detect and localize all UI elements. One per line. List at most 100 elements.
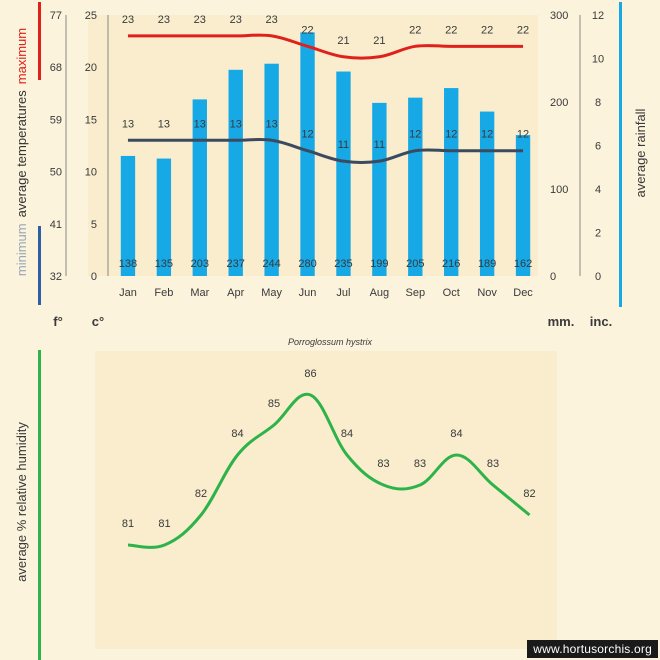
watermark: www.hortusorchis.org (527, 640, 658, 658)
humidity-value-label: 82 (523, 488, 535, 500)
month-label: Aug (370, 287, 390, 299)
humidity-color-bar (38, 350, 41, 660)
minimum-value-label: 12 (409, 129, 421, 141)
rainfall-inch-tick-label: 12 (592, 10, 604, 22)
minimum-value-label: 13 (122, 118, 134, 130)
month-label: Apr (227, 287, 244, 299)
left-axis-lines (65, 15, 581, 276)
maximum-value-label: 22 (517, 24, 529, 36)
minimum-color-bar (38, 226, 41, 305)
rainfall-bar (479, 111, 495, 276)
temperature-rainfall-chart: 138 135 203 237 244 280 235 199 205 216 189 162 23 2… (14, 2, 648, 347)
maximum-value-label: 22 (301, 24, 313, 36)
humidity-value-label: 81 (122, 518, 134, 530)
humidity-value-label: 82 (195, 488, 207, 500)
celsius-ticks: 0 5 10 15 20 25 (85, 10, 97, 283)
rainfall-value-label: 203 (191, 258, 209, 270)
rainfall-bars (120, 32, 531, 277)
rainfall-inch-ticks: 0 2 4 6 8 10 12 (592, 10, 604, 283)
maximum-color-bar (38, 2, 41, 80)
right-axis-label: average rainfall (633, 108, 648, 197)
maximum-value-label: 22 (481, 24, 493, 36)
inch-unit-label: inc. (590, 314, 612, 329)
rainfall-value-label: 138 (119, 258, 137, 270)
humidity-axis-label: average % relative humidity (14, 422, 29, 582)
left-axis-label: minimum average temperatures maximum (14, 28, 29, 276)
rainfall-bar (515, 135, 531, 276)
rainfall-inch-tick-label: 4 (595, 184, 601, 196)
rainfall-inch-tick-label: 8 (595, 97, 601, 109)
celsius-tick-label: 20 (85, 62, 97, 74)
rainfall-value-label: 199 (370, 258, 388, 270)
minimum-value-label: 13 (158, 118, 170, 130)
rainfall-bar (264, 63, 279, 276)
humidity-chart: average % relative humidity 81 81 82 84 85 86… (14, 350, 557, 660)
month-label: Jul (336, 287, 350, 299)
rainfall-mm-tick-label: 300 (550, 10, 568, 22)
rainfall-bar (372, 102, 387, 277)
temperature-value-labels: 23 23 23 23 23 22 21 21 22 22 22 22 13 13 13 13 13 12 11 11… (122, 14, 529, 151)
maximum-value-label: 23 (122, 14, 134, 26)
rainfall-value-label: 216 (442, 258, 460, 270)
rainfall-value-label: 135 (155, 258, 173, 270)
species-subtitle: Porroglossum hystrix (288, 337, 373, 347)
left-axis-label-minimum: minimum (14, 223, 29, 276)
mm-unit-label: mm. (548, 314, 575, 329)
temperature-lines (127, 33, 524, 165)
rainfall-value-labels: 138 135 203 237 244 280 235 199 205 216 189 162 (119, 258, 532, 270)
humidity-value-label: 83 (377, 458, 389, 470)
celsius-tick-label: 0 (91, 271, 97, 283)
fahrenheit-tick-label: 41 (50, 219, 62, 231)
minimum-value-label: 12 (517, 129, 529, 141)
maximum-value-label: 23 (266, 14, 278, 26)
celsius-tick-label: 25 (85, 10, 97, 22)
month-label: Dec (513, 287, 533, 299)
minimum-value-label: 12 (481, 129, 493, 141)
humidity-value-label: 83 (487, 458, 499, 470)
maximum-value-label: 23 (194, 14, 206, 26)
rainfall-value-label: 205 (406, 258, 424, 270)
rainfall-inch-tick-label: 0 (595, 271, 601, 283)
fahrenheit-ticks: 32 41 50 59 68 77 (50, 10, 62, 283)
maximum-value-label: 21 (337, 35, 349, 47)
minimum-value-label: 13 (194, 118, 206, 130)
rainfall-inch-tick-label: 10 (592, 54, 604, 66)
month-label: Jan (119, 287, 137, 299)
rainfall-mm-ticks: 0 100 200 300 (550, 10, 568, 283)
rainfall-value-label: 189 (478, 258, 496, 270)
humidity-value-label: 84 (341, 428, 353, 440)
maximum-value-label: 23 (158, 14, 170, 26)
rainfall-mm-tick-label: 200 (550, 97, 568, 109)
fahrenheit-tick-label: 50 (50, 167, 62, 179)
maximum-value-label: 22 (409, 24, 421, 36)
celsius-tick-label: 5 (91, 219, 97, 231)
rainfall-value-label: 280 (298, 258, 316, 270)
month-label: May (261, 287, 282, 299)
minimum-value-label: 13 (266, 118, 278, 130)
month-label: Mar (190, 287, 209, 299)
month-label: Jun (299, 287, 317, 299)
rainfall-bar (408, 97, 423, 277)
rainfall-value-label: 235 (334, 258, 352, 270)
rainfall-value-label: 162 (514, 258, 532, 270)
left-axis-label-average: average temperatures (14, 90, 29, 218)
maximum-temperature-line (127, 33, 524, 60)
fahrenheit-tick-label: 59 (50, 114, 62, 126)
rainfall-inch-tick-label: 2 (595, 228, 601, 240)
humidity-value-label: 86 (304, 368, 316, 380)
rainfall-value-label: 237 (227, 258, 245, 270)
minimum-value-label: 12 (301, 129, 313, 141)
maximum-value-label: 23 (230, 14, 242, 26)
month-label: Sep (406, 287, 426, 299)
celsius-tick-label: 10 (85, 167, 97, 179)
rainfall-mm-tick-label: 100 (550, 184, 568, 196)
month-label: Nov (477, 287, 497, 299)
rainfall-bar (192, 99, 207, 276)
fahrenheit-tick-label: 32 (50, 271, 62, 283)
humidity-series-line (127, 392, 531, 549)
fahrenheit-unit-label: f° (53, 314, 63, 329)
month-label: Oct (443, 287, 460, 299)
celsius-unit-label: c° (92, 314, 104, 329)
maximum-value-label: 22 (445, 24, 457, 36)
